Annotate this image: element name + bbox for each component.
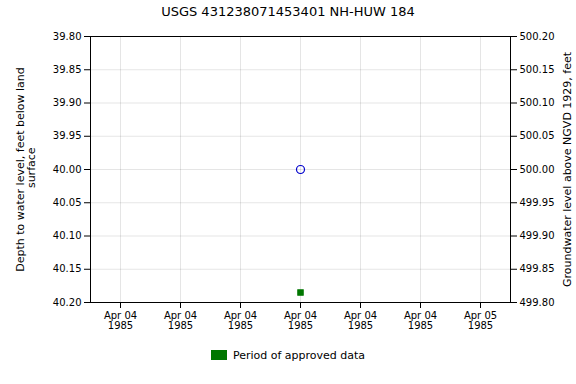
svg-text:Apr 041985: Apr 041985 bbox=[224, 310, 257, 331]
svg-text:500.00: 500.00 bbox=[520, 164, 555, 175]
svg-text:500.10: 500.10 bbox=[520, 97, 555, 108]
svg-text:Groundwater level above NGVD 1: Groundwater level above NGVD 1929, feet bbox=[561, 51, 574, 287]
svg-text:Apr 041985: Apr 041985 bbox=[164, 310, 197, 331]
svg-text:Apr 041985: Apr 041985 bbox=[404, 310, 437, 331]
svg-text:Apr 041985: Apr 041985 bbox=[284, 310, 317, 331]
html-text:Period of approved data: Period of approved data bbox=[232, 348, 366, 362]
svg-text:39.95: 39.95 bbox=[53, 130, 82, 141]
svg-text:499.95: 499.95 bbox=[520, 197, 555, 208]
svg-text:39.90: 39.90 bbox=[53, 97, 82, 108]
svg-text:499.90: 499.90 bbox=[520, 230, 555, 241]
svg-text:499.85: 499.85 bbox=[520, 263, 555, 274]
svg-text:40.00: 40.00 bbox=[53, 164, 82, 175]
svg-text:500.15: 500.15 bbox=[520, 64, 555, 75]
svg-text:500.20: 500.20 bbox=[520, 31, 555, 42]
svg-text:500.05: 500.05 bbox=[520, 130, 555, 141]
svg-text:499.80: 499.80 bbox=[520, 297, 555, 308]
svg-text:Apr 041985: Apr 041985 bbox=[104, 310, 137, 331]
svg-text:Apr 041985: Apr 041985 bbox=[344, 310, 377, 331]
svg-text:Depth to water level, feet bel: Depth to water level, feet below land su… bbox=[14, 67, 38, 272]
svg-text:39.85: 39.85 bbox=[53, 64, 82, 75]
svg-text:Apr 051985: Apr 051985 bbox=[464, 310, 497, 331]
svg-text:39.80: 39.80 bbox=[53, 31, 82, 42]
html-text:USGS 431238071453401 NH-HUW 18: USGS 431238071453401 NH-HUW 184 bbox=[161, 4, 415, 19]
svg-text:40.10: 40.10 bbox=[53, 230, 82, 241]
svg-text:40.20: 40.20 bbox=[53, 297, 82, 308]
svg-text:40.05: 40.05 bbox=[53, 197, 82, 208]
svg-text:40.15: 40.15 bbox=[53, 263, 82, 274]
